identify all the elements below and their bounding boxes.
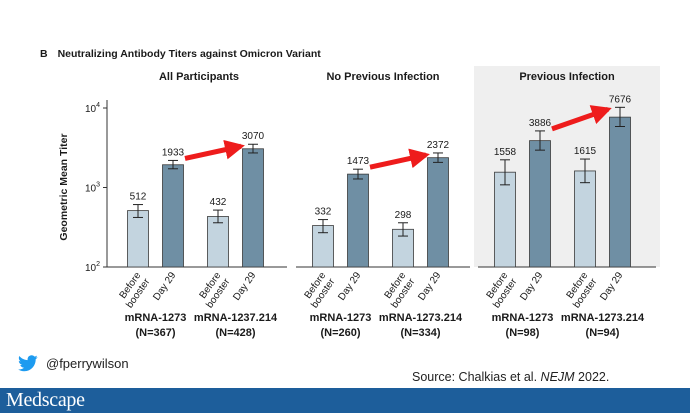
cohort-n: (N=98) [506,327,540,339]
bar [609,116,631,268]
y-tick-label: 104 [85,102,100,115]
x-tick-label-day29: Day 29 [518,270,545,303]
cohort-n: (N=260) [320,327,360,339]
data-label: 432 [210,197,227,208]
bar [494,171,516,268]
x-tick-label-before-booster: Beforebooster [195,270,233,310]
x-tick-label-day29: Day 29 [231,270,258,303]
x-tick-label-day29: Day 29 [598,270,625,303]
data-label: 3886 [529,118,552,129]
data-label: 3070 [242,131,265,142]
group-title: No Previous Infection [326,71,439,83]
panel-letter: B [40,48,48,60]
panel-title: B Neutralizing Antibody Titers against Om… [40,48,321,60]
comparison-arrow [551,105,612,132]
y-tick-exponent: 4 [96,102,100,109]
bar [162,164,184,268]
bar [207,216,229,268]
y-tick-exponent: 2 [96,261,100,268]
bar [242,148,264,268]
x-tick-label-day29: Day 29 [336,270,363,303]
bar [529,140,551,268]
group-title: Previous Infection [519,71,615,83]
source-suffix: 2022. [574,370,610,384]
source-prefix: Source: Chalkias et al. [412,370,541,384]
data-label: 7676 [609,94,632,105]
data-label: 1615 [574,146,597,157]
twitter-credit[interactable]: @fperrywilson [18,355,129,372]
cohort-name: mRNA-1273.214 [561,312,645,324]
y-tick-exponent: 3 [96,182,100,189]
bar [127,210,149,268]
source-journal: NEJM [540,370,575,384]
y-axis-label: Geometric Mean Titer [58,133,70,240]
x-tick-label-before-booster: Beforebooster [300,270,338,310]
x-tick-label-before-booster: Beforebooster [115,270,153,310]
bar [347,173,369,268]
cohort-n: (N=367) [135,327,175,339]
data-label: 332 [315,207,332,218]
cohort-name: mRNA-1273.214 [379,312,463,324]
panel-title-text: Neutralizing Antibody Titers against Omi… [57,48,321,60]
y-tick-label: 102 [85,261,100,274]
data-label: 1558 [494,147,517,158]
cohort-n: (N=94) [586,327,620,339]
brand-bar: Medscape [0,388,690,413]
cohort-name: mRNA-1273 [492,312,554,324]
cohort-n: (N=334) [400,327,440,339]
comparison-arrow [184,139,245,161]
y-tick-label: 103 [85,182,100,195]
x-tick-label-before-booster: Beforebooster [482,270,520,310]
x-tick-label-before-booster: Beforebooster [562,270,600,310]
titer-chart: 102 103 104 Geometric Mean Titer All Partici… [58,66,660,339]
data-label: 298 [395,210,412,221]
bar [427,157,449,268]
data-label: 1473 [347,156,370,167]
cohort-name: mRNA-1237.214 [194,312,278,324]
source-citation: Source: Chalkias et al. NEJM 2022. [412,370,609,384]
twitter-bird-icon [18,355,38,372]
cohort-name: mRNA-1273 [125,312,187,324]
data-label: 2372 [427,140,450,151]
medscape-logo[interactable]: Medscape [6,389,85,411]
cohort-name: mRNA-1273 [310,312,372,324]
data-label: 1933 [162,147,185,158]
group-title: All Participants [159,71,239,83]
comparison-arrow [369,148,430,170]
x-tick-label-day29: Day 29 [151,270,178,303]
x-tick-label-before-booster: Beforebooster [380,270,418,310]
x-tick-label-day29: Day 29 [416,270,443,303]
twitter-handle[interactable]: @fperrywilson [46,356,129,371]
cohort-n: (N=428) [215,327,255,339]
data-label: 512 [130,192,147,203]
bar [574,170,596,268]
